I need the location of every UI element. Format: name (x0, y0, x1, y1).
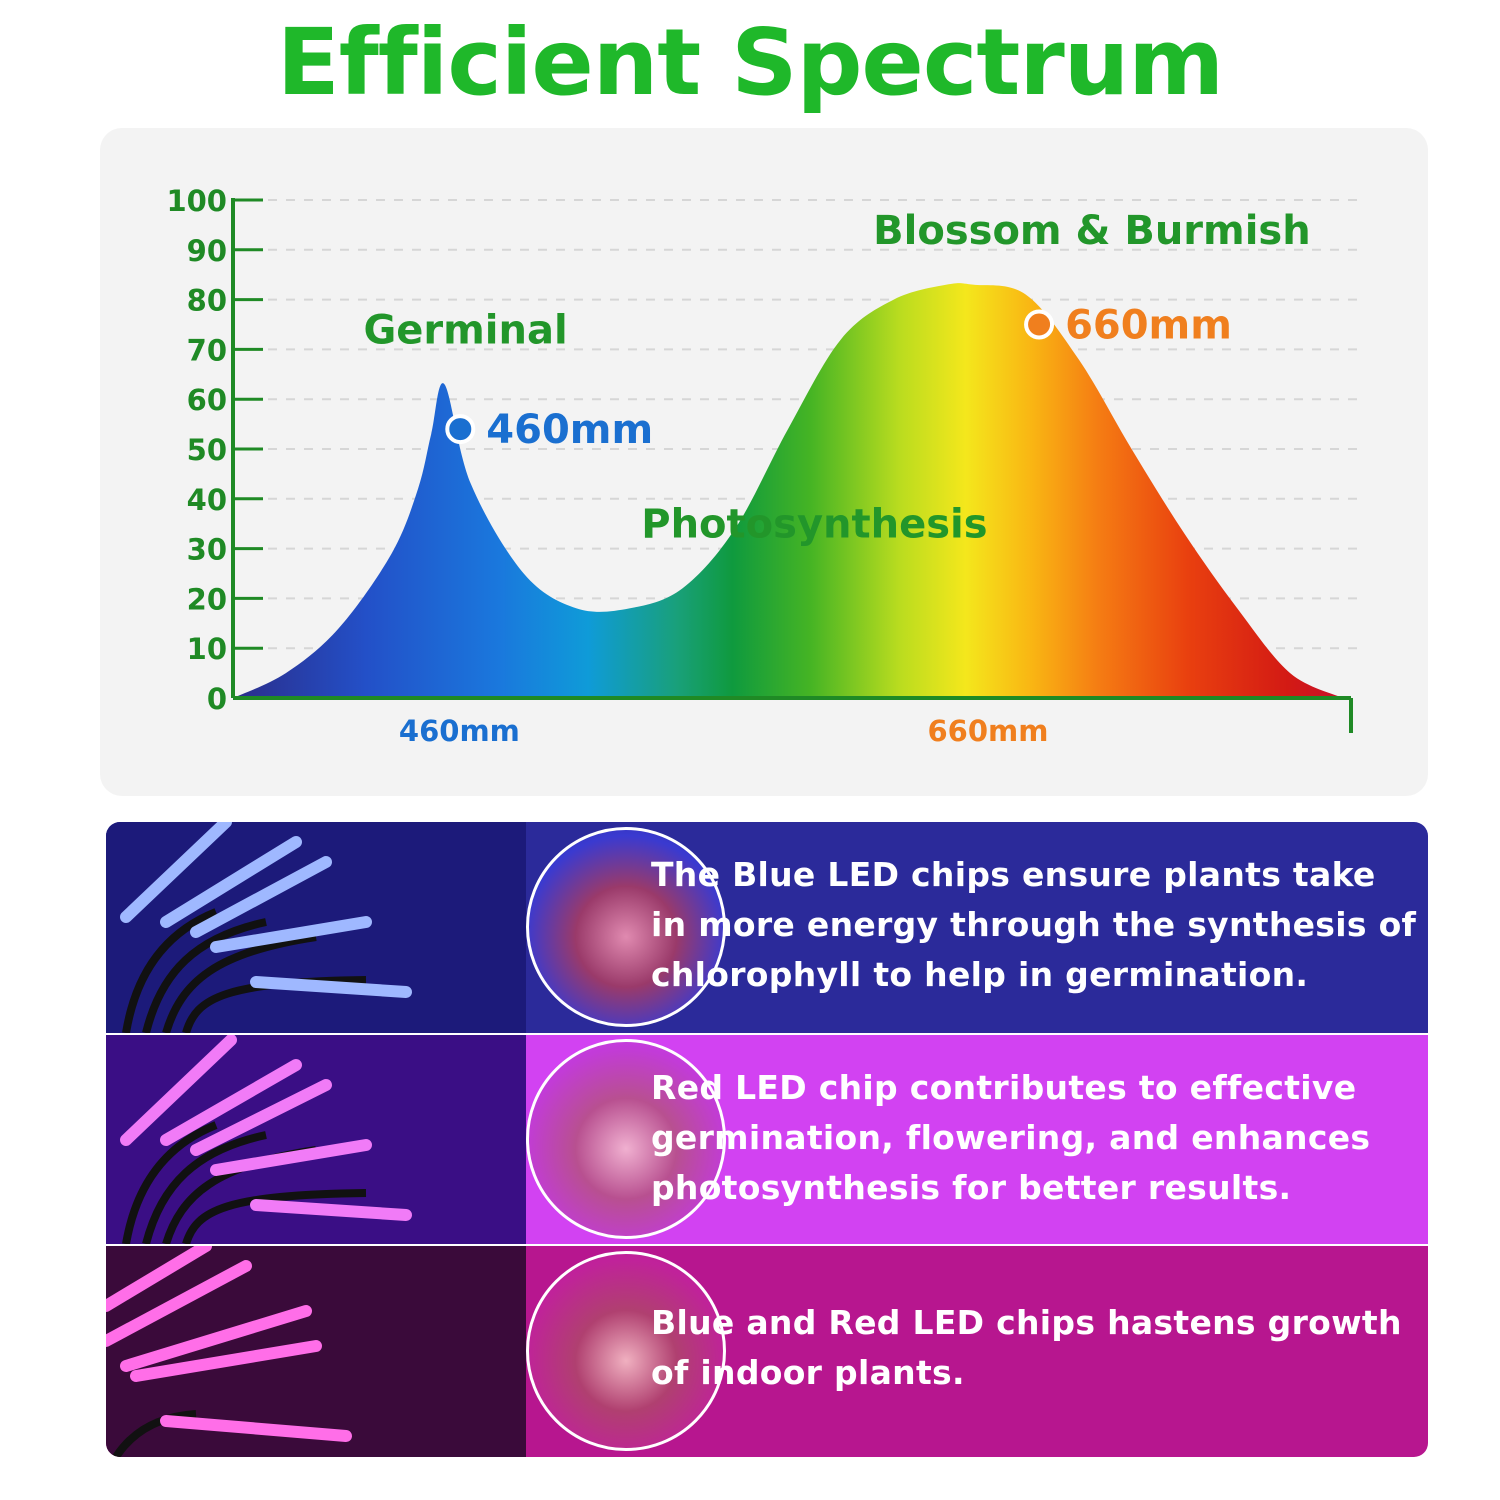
y-tick-label: 100 (166, 184, 227, 218)
y-tick-label: 60 (187, 383, 227, 417)
chart-labels: 460mm 660mm Germinal Photosynthesis Blossom … (363, 208, 1310, 748)
peak-marker-label: 660mm (1065, 303, 1232, 349)
region-label: Blossom & Burmish (873, 208, 1311, 254)
peak-marker (1024, 309, 1055, 340)
region-label: Photosynthesis (641, 502, 987, 548)
plant-photo-icon (526, 827, 726, 1027)
y-tick-label: 40 (187, 483, 227, 517)
blue-grow-lamp-icon (106, 822, 526, 1033)
peak-marker (445, 414, 476, 445)
peak-marker-label: 460mm (486, 407, 653, 453)
y-tick-label: 0 (207, 682, 227, 716)
blue-red-led-band: Blue and Red LED chips hastens growth of… (106, 1246, 1428, 1457)
band-text: Blue and Red LED chips hastens growth of… (651, 1303, 1402, 1392)
spectrum-area (233, 283, 1343, 698)
region-label: Germinal (363, 307, 567, 353)
y-tick-label: 80 (187, 284, 227, 318)
band-text: Red LED chip contributes to effective ge… (651, 1068, 1371, 1207)
plant-photo-icon (526, 1039, 726, 1239)
x-tick-label: 460mm (399, 714, 520, 748)
y-tick-label: 90 (187, 234, 227, 268)
axes: 0 10 20 30 40 50 60 70 80 90 100 (166, 184, 1353, 733)
band-text: The Blue LED chips ensure plants take in… (651, 855, 1417, 994)
y-tick-label: 20 (187, 582, 227, 616)
pink-grow-lamp-icon (106, 1246, 526, 1457)
x-tick-label: 660mm (928, 714, 1049, 748)
page-title: Efficient Spectrum (276, 9, 1224, 116)
y-tick-label: 70 (187, 333, 227, 367)
spectrum-chart: 0 10 20 30 40 50 60 70 80 90 100 460mm 660mm Germina… (166, 184, 1360, 748)
y-tick-label: 50 (187, 433, 227, 467)
red-led-band: Red LED chip contributes to effective ge… (106, 1035, 1428, 1244)
y-tick-label: 30 (187, 533, 227, 567)
y-tick-label: 10 (187, 632, 227, 666)
blue-led-band: The Blue LED chips ensure plants take in… (106, 822, 1428, 1033)
plant-photo-icon (526, 1251, 726, 1451)
purple-grow-lamp-icon (106, 1035, 526, 1244)
